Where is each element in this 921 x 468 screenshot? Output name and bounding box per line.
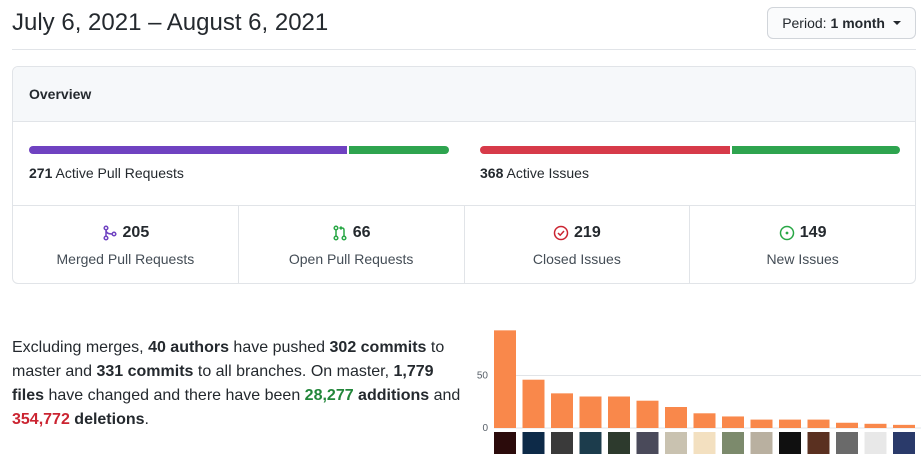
stat-new-issues[interactable]: 149 New Issues [690, 206, 915, 283]
new-issues-label: New Issues [766, 251, 839, 267]
open-prs-value: 66 [352, 224, 371, 241]
contributor-avatar[interactable] [864, 432, 887, 454]
active-pr-count: 271 [29, 165, 53, 181]
deletions-word: deletions [69, 411, 145, 428]
overview-header: Overview [13, 67, 915, 122]
new-segment [731, 146, 900, 154]
contributor-avatar[interactable] [750, 432, 773, 454]
additions-count: 28,277 [304, 387, 354, 404]
active-issues-label: Active Issues [506, 165, 589, 181]
commits-all: 331 commits [96, 363, 194, 380]
contributor-avatar[interactable] [551, 432, 573, 454]
stat-open-prs[interactable]: 66 Open Pull Requests [239, 206, 465, 283]
contributor-avatar[interactable] [807, 432, 830, 454]
contributor-bar[interactable] [551, 393, 573, 428]
files-changed: 1,779 files [12, 363, 434, 404]
contributor-bar[interactable] [494, 330, 516, 428]
open-segment [348, 146, 449, 154]
overview-title: Overview [29, 86, 92, 102]
period-value: 1 month [830, 15, 885, 31]
deletions-count: 354,772 [12, 411, 70, 428]
contributor-avatar[interactable] [608, 432, 630, 454]
contributor-bar[interactable] [579, 396, 602, 429]
caret-down-icon [893, 21, 901, 25]
commit-summary: Excluding merges, 40 authors have pushed… [12, 336, 462, 432]
contributor-bar[interactable] [722, 416, 744, 428]
contributor-avatar[interactable] [779, 432, 801, 454]
closed-segment [480, 146, 730, 154]
summary-text: have changed and there have been [44, 387, 305, 404]
authors-count[interactable]: 40 authors [148, 339, 229, 356]
git-merge-icon [102, 225, 117, 241]
issues-caption: 368 Active Issues [480, 165, 900, 181]
summary-text: Excluding merges, [12, 339, 149, 356]
contributor-bar[interactable] [807, 419, 830, 428]
stat-merged-prs[interactable]: 205 Merged Pull Requests [13, 206, 239, 283]
contributor-bar[interactable] [750, 419, 773, 428]
overview-bars: 271 Active Pull Requests 368 Active Issu… [13, 122, 915, 206]
contributor-bar[interactable] [636, 400, 659, 428]
contributor-bar[interactable] [779, 419, 801, 428]
contributor-avatar[interactable] [665, 432, 687, 454]
issue-closed-icon [553, 225, 569, 241]
new-issues-value: 149 [799, 224, 827, 241]
contributor-bar[interactable] [893, 424, 915, 428]
contributor-avatar[interactable] [522, 432, 545, 454]
commits-master: 302 commits [329, 339, 427, 356]
contributor-avatar[interactable] [836, 432, 858, 454]
merged-segment [29, 146, 347, 154]
pull-requests-caption: 271 Active Pull Requests [29, 165, 449, 181]
summary-text: to all branches. On master, [193, 363, 394, 380]
additions-word: additions [353, 387, 430, 404]
contributor-avatar[interactable] [693, 432, 716, 454]
period-dropdown-button[interactable]: Period: 1 month [767, 7, 916, 39]
summary-text: and [429, 387, 461, 404]
page-title: July 6, 2021 – August 6, 2021 [12, 9, 329, 36]
active-pr-label: Active Pull Requests [55, 165, 184, 181]
pull-requests-summary[interactable]: 271 Active Pull Requests [29, 146, 449, 181]
closed-issues-value: 219 [574, 224, 601, 241]
issues-bar [480, 146, 900, 154]
issue-opened-icon [779, 225, 795, 241]
merged-prs-label: Merged Pull Requests [56, 251, 195, 267]
active-issues-count: 368 [480, 165, 504, 181]
period-label: Period: [782, 15, 827, 31]
overview-stats: 205 Merged Pull Requests 66 Open Pull Re… [13, 206, 915, 283]
contributor-bar[interactable] [608, 396, 630, 429]
y-tick-label: 50 [477, 371, 489, 382]
summary-text: . [144, 411, 149, 428]
contributor-bar[interactable] [693, 413, 716, 428]
y-tick-label: 0 [482, 423, 488, 434]
contributors-chart: 0 50 [477, 330, 921, 454]
header: July 6, 2021 – August 6, 2021 Period: 1 … [12, 0, 916, 50]
contributor-bar[interactable] [836, 422, 858, 428]
closed-issues-label: Closed Issues [532, 251, 621, 267]
contributor-avatar[interactable] [722, 432, 744, 454]
merged-prs-value: 205 [122, 224, 150, 241]
contributor-bar[interactable] [864, 423, 887, 428]
git-pull-request-icon [333, 225, 347, 241]
overview-panel: Overview 271 Active Pull Requests 368 Ac… [12, 66, 916, 284]
issues-summary[interactable]: 368 Active Issues [480, 146, 900, 181]
contributor-bar[interactable] [522, 379, 545, 428]
contributor-avatar[interactable] [893, 432, 915, 454]
contributor-bar[interactable] [665, 407, 687, 428]
contributor-avatar[interactable] [579, 432, 602, 454]
summary-text: have pushed [228, 339, 330, 356]
pull-requests-bar [29, 146, 449, 154]
contributor-avatar[interactable] [636, 432, 659, 454]
open-prs-label: Open Pull Requests [288, 251, 414, 267]
summary-text: to master and [12, 339, 445, 380]
stat-closed-issues[interactable]: 219 Closed Issues [465, 206, 691, 283]
contributor-avatar[interactable] [494, 432, 516, 454]
